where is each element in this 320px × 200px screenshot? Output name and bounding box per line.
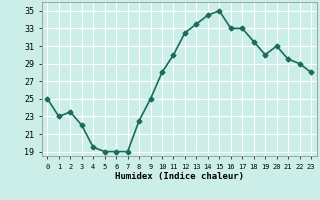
X-axis label: Humidex (Indice chaleur): Humidex (Indice chaleur) bbox=[115, 172, 244, 181]
